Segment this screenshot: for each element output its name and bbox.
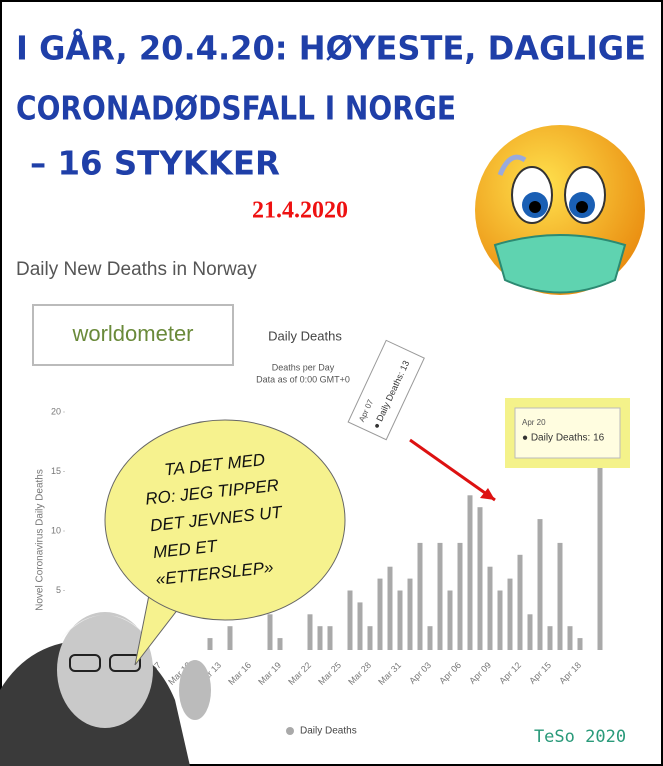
bar <box>528 614 533 650</box>
headline-line: CORONADØDSFALL I NORGE <box>16 89 456 128</box>
bar <box>518 555 523 650</box>
headline-line: – 16 STYKKER <box>30 144 280 183</box>
logo: worldometer <box>71 321 193 346</box>
bar <box>388 567 393 650</box>
bar <box>578 638 583 650</box>
bar <box>558 543 563 650</box>
bar <box>408 579 413 650</box>
date-stamp: 21.4.2020 <box>252 198 348 224</box>
y-tick-label: 15 <box>51 466 61 476</box>
emoji <box>475 125 645 295</box>
bar <box>438 543 443 650</box>
bar <box>418 543 423 650</box>
annotation-text: ● Daily Deaths: 16 <box>522 433 605 444</box>
bar <box>598 460 603 650</box>
chart-subtitle: Data as of 0:00 GMT+0 <box>256 374 350 384</box>
bar <box>378 579 383 650</box>
y-tick-label: 5 <box>56 585 61 595</box>
headline-line: I GÅR, 20.4.20: HØYESTE, DAGLIGE <box>16 28 646 68</box>
bar <box>568 626 573 650</box>
bar <box>348 591 353 651</box>
bar <box>548 626 553 650</box>
bar <box>398 591 403 651</box>
bar <box>428 626 433 650</box>
bar <box>208 638 213 650</box>
bar <box>498 591 503 651</box>
annotation: Apr 20 ● Daily Deaths: 16 <box>505 398 630 468</box>
page-title: Daily New Deaths in Norway <box>16 259 257 280</box>
bar <box>448 591 453 651</box>
bar <box>458 543 463 650</box>
bar <box>268 614 273 650</box>
bar <box>318 626 323 650</box>
legend-swatch <box>286 727 294 735</box>
meme: I GÅR, 20.4.20: HØYESTE, DAGLIGE CORONAD… <box>0 0 663 766</box>
bar <box>508 579 513 650</box>
bar <box>278 638 283 650</box>
chart-subtitle: Deaths per Day <box>272 362 335 372</box>
bar <box>308 614 313 650</box>
y-axis-title: Novel Coronavirus Daily Deaths <box>35 469 46 611</box>
bar <box>468 495 473 650</box>
y-tick-label: 10 <box>51 525 61 535</box>
bar <box>488 567 493 650</box>
signature: TeSo 2020 <box>534 727 626 747</box>
bar <box>228 626 233 650</box>
bar <box>358 602 363 650</box>
annotation-text: Apr 20 <box>522 418 546 427</box>
bar <box>328 626 333 650</box>
y-tick-label: 20 <box>51 406 61 416</box>
bar <box>538 519 543 650</box>
bar <box>368 626 373 650</box>
chart-title: Daily Deaths <box>268 328 342 343</box>
legend-label: Daily Deaths <box>300 726 357 737</box>
bar <box>478 507 483 650</box>
